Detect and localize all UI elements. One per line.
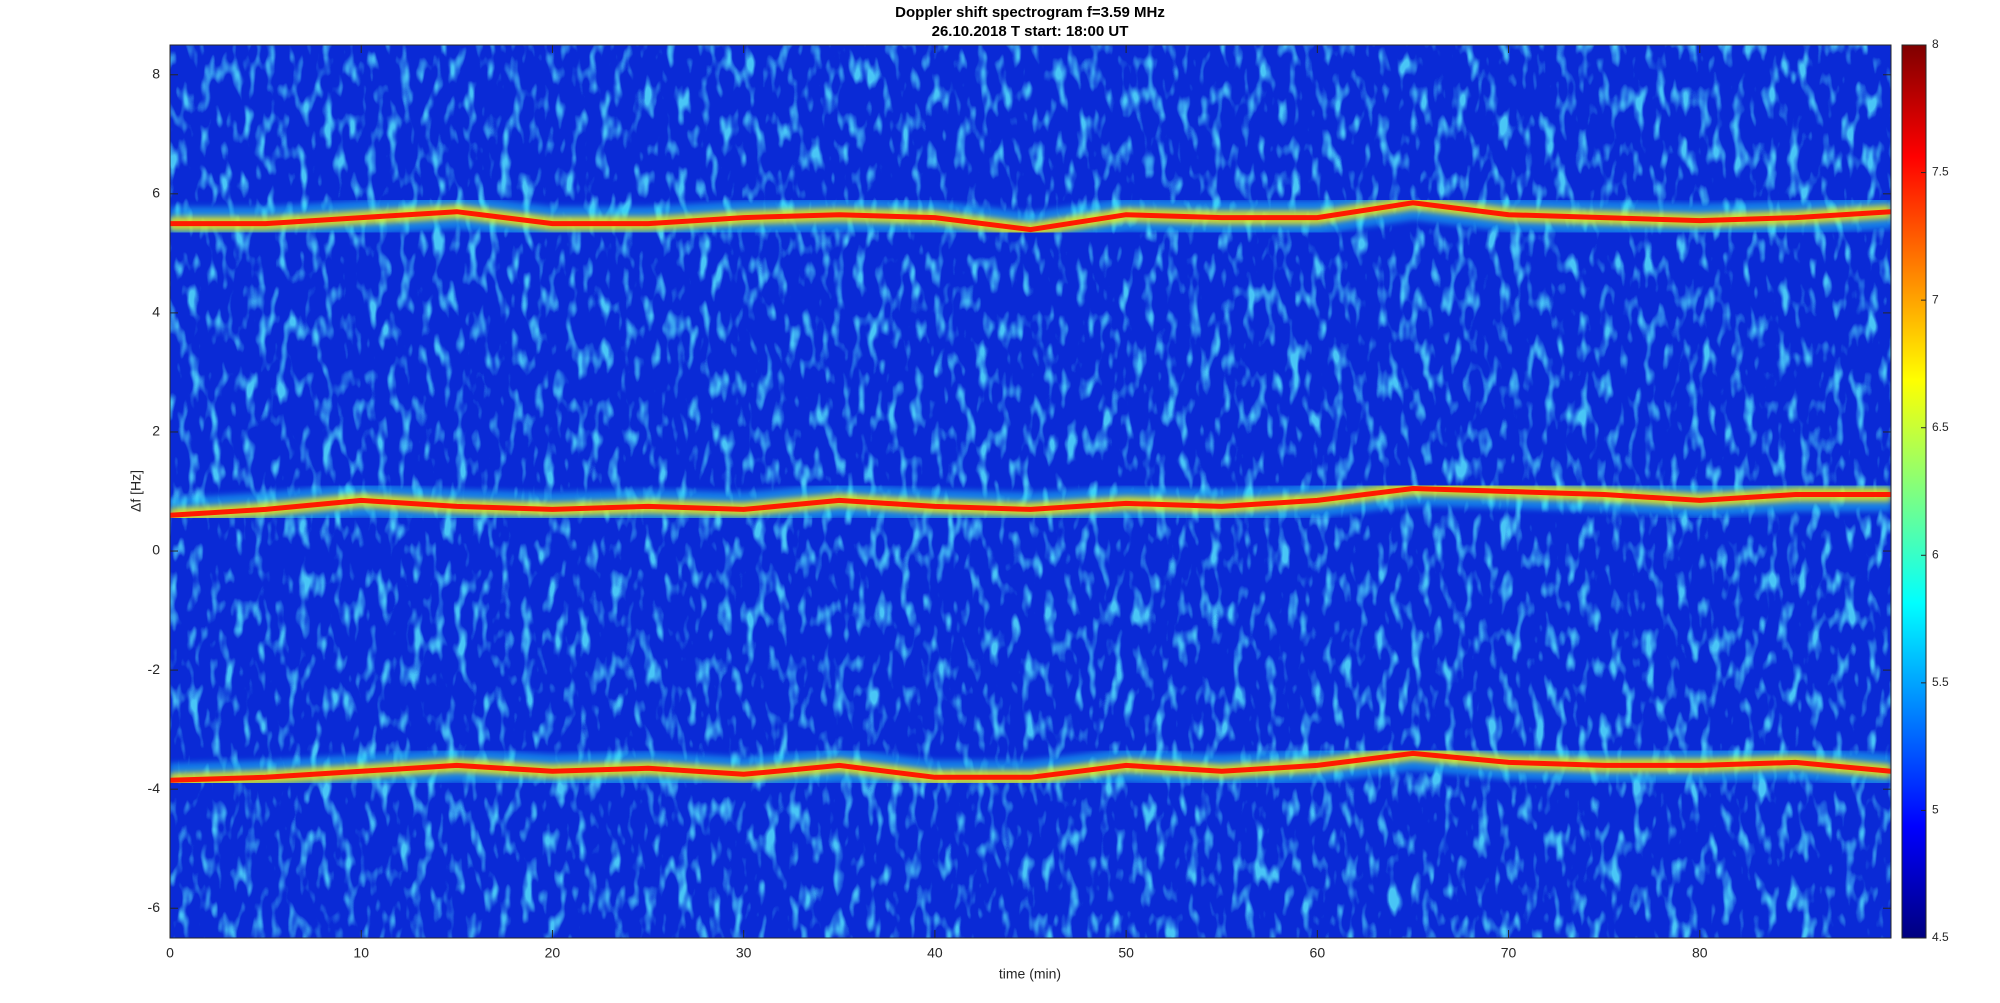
y-tick-label: 4: [152, 304, 160, 320]
y-tick-label: 8: [152, 65, 160, 81]
trace: [170, 200, 1891, 233]
y-tick-label: -4: [148, 780, 161, 796]
colorbar-tick-label: 7: [1932, 292, 1939, 306]
colorbar-tick-label: 5.5: [1932, 675, 1949, 689]
x-tick-label: 80: [1692, 945, 1708, 961]
colorbar: [1901, 44, 1927, 939]
colorbar-tick-label: 7.5: [1932, 165, 1949, 179]
x-axis-label: time (min): [999, 966, 1061, 982]
y-axis-label: Δf [Hz]: [128, 470, 144, 512]
y-tick-label: -2: [148, 661, 161, 677]
plot-frame: [169, 44, 1892, 939]
y-tick-label: 2: [152, 423, 160, 439]
x-tick-label: 40: [927, 945, 943, 961]
x-tick-label: 20: [545, 945, 561, 961]
chart-subtitle: 26.10.2018 T start: 18:00 UT: [932, 23, 1129, 40]
x-tick-label: 30: [736, 945, 752, 961]
y-tick-label: 0: [152, 542, 160, 558]
trace: [170, 485, 1891, 518]
colorbar-tick-label: 8: [1932, 37, 1939, 51]
colorbar-tick-label: 5: [1932, 803, 1939, 817]
x-tick-label: 10: [353, 945, 369, 961]
x-tick-label: 0: [166, 945, 174, 961]
colorbar-tick-label: 6.5: [1932, 420, 1949, 434]
colorbar-tick-label: 6: [1932, 547, 1939, 561]
y-tick-label: -6: [148, 899, 161, 915]
y-tick-label: 6: [152, 185, 160, 201]
traces: [170, 185, 1891, 798]
x-tick-label: 70: [1501, 945, 1517, 961]
colorbar-tick-label: 4.5: [1932, 930, 1949, 944]
x-tick-label: 60: [1310, 945, 1326, 961]
trace: [170, 750, 1891, 783]
chart-title: Doppler shift spectrogram f=3.59 MHz: [895, 4, 1165, 21]
x-tick-label: 50: [1118, 945, 1134, 961]
